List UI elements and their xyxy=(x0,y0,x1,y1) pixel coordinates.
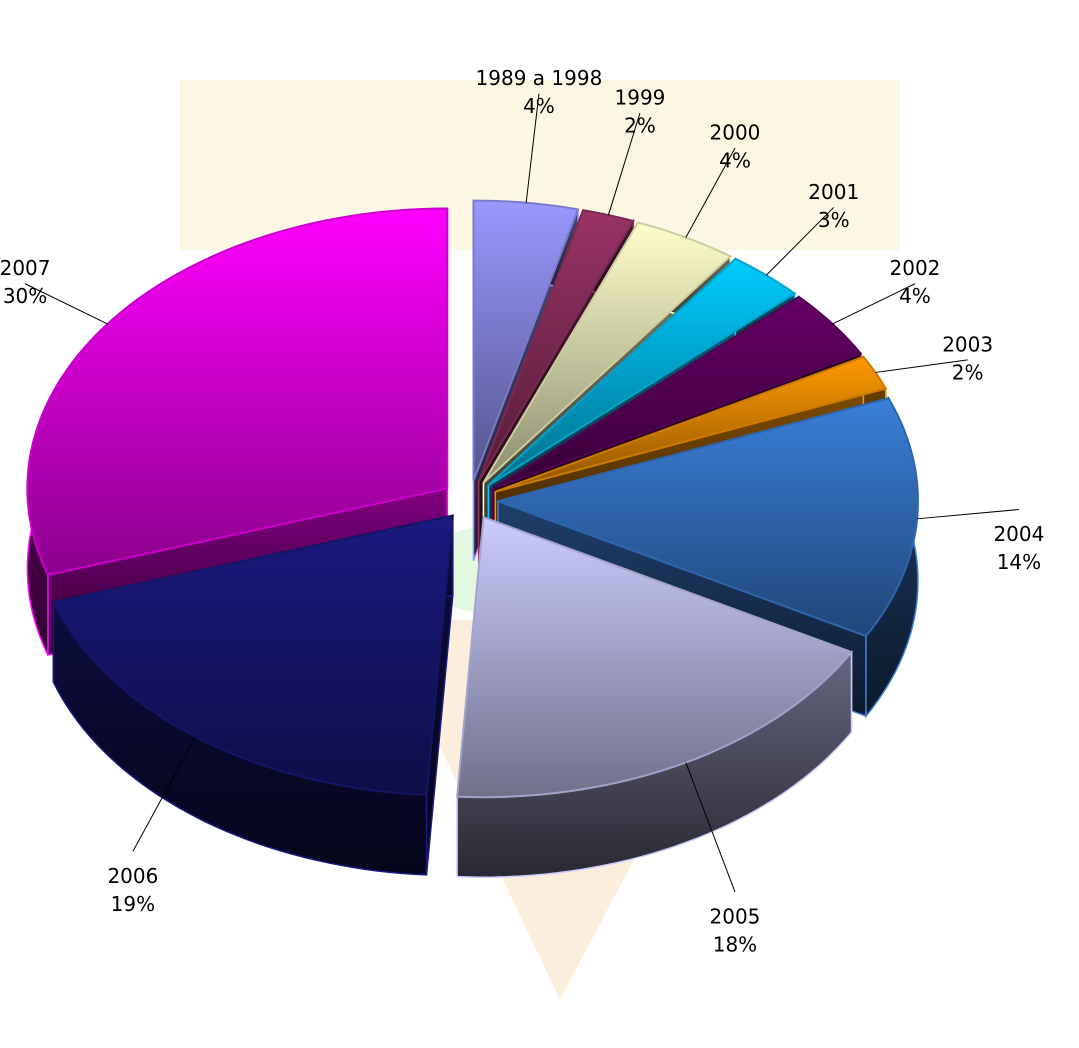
value-label: 30% xyxy=(3,284,47,308)
value-label: 19% xyxy=(111,892,155,916)
value-label: 4% xyxy=(523,94,555,118)
value-label: 4% xyxy=(899,284,931,308)
category-label: 2004 xyxy=(993,522,1044,546)
value-label: 4% xyxy=(719,149,751,173)
chart: 1989 a 1998 4% 1999 2% 2000 4% 2001 3% 2002 4% 200… xyxy=(0,0,1079,1048)
category-label: 1989 a 1998 xyxy=(476,66,603,90)
value-label: 2% xyxy=(952,360,984,384)
category-label: 2002 xyxy=(890,256,941,280)
value-label: 2% xyxy=(624,114,656,138)
category-label: 2006 xyxy=(107,864,158,888)
category-label: 1999 xyxy=(615,86,666,110)
category-label: 2001 xyxy=(808,180,859,204)
category-label: 2005 xyxy=(710,904,761,928)
value-label: 14% xyxy=(997,550,1041,574)
category-label: 2007 xyxy=(0,256,50,280)
category-label: 2000 xyxy=(710,121,761,145)
value-label: 18% xyxy=(713,932,757,956)
value-label: 3% xyxy=(818,208,850,232)
category-label: 2003 xyxy=(942,332,993,356)
leader-line xyxy=(917,510,1019,519)
